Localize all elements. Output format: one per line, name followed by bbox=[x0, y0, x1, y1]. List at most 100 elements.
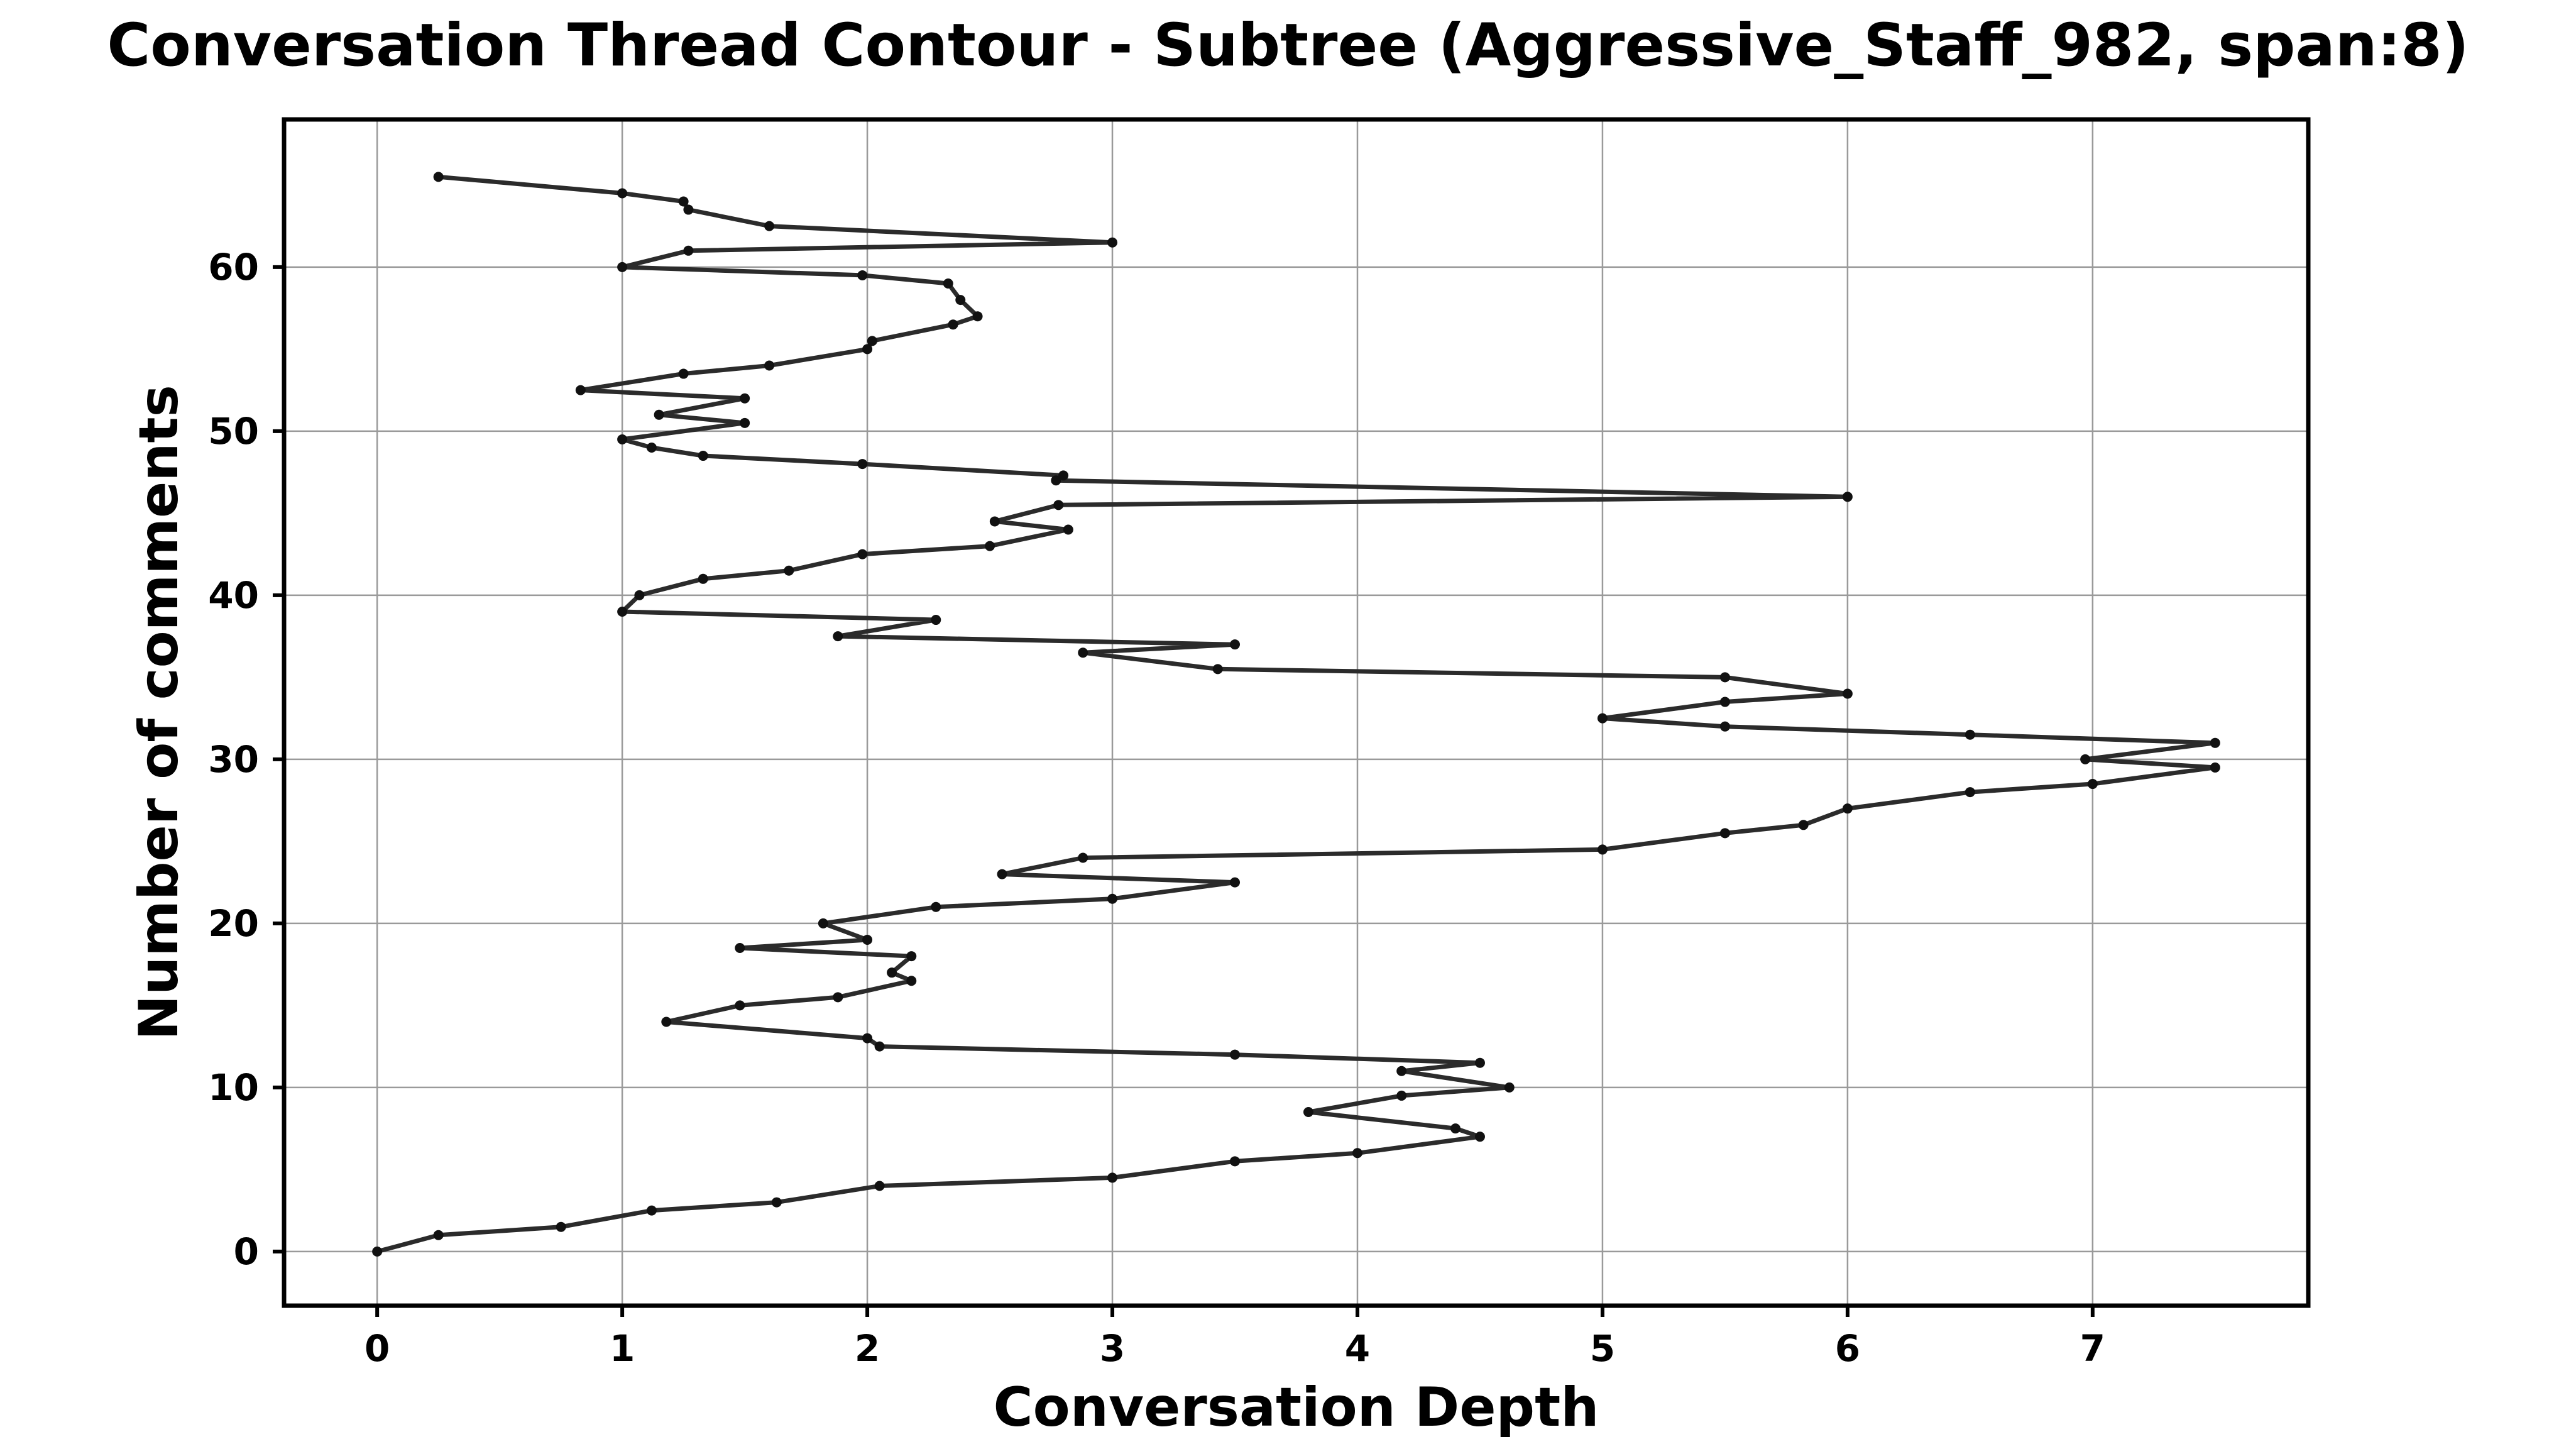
data-point bbox=[1396, 1090, 1407, 1101]
y-axis-ticks: 0 10 20 30 40 50 60 bbox=[208, 246, 284, 1273]
data-point bbox=[857, 549, 868, 559]
data-point bbox=[948, 319, 958, 330]
data-point bbox=[874, 1181, 885, 1191]
data-markers bbox=[372, 172, 2220, 1257]
data-point bbox=[735, 943, 745, 954]
series-line bbox=[375, 174, 2218, 1254]
data-point bbox=[874, 1041, 885, 1052]
x-tick-label: 7 bbox=[2080, 1327, 2105, 1370]
data-point bbox=[1965, 787, 1975, 798]
data-point bbox=[1058, 470, 1069, 481]
y-tick-label: 40 bbox=[208, 574, 259, 617]
data-point bbox=[634, 590, 645, 600]
data-point bbox=[1063, 524, 1073, 535]
data-point bbox=[1230, 639, 1241, 650]
data-point bbox=[1719, 828, 1730, 839]
data-point bbox=[857, 459, 868, 470]
data-point bbox=[989, 516, 1000, 527]
data-point bbox=[1303, 1107, 1313, 1118]
data-point bbox=[683, 204, 694, 215]
data-point bbox=[931, 901, 941, 912]
data-point bbox=[764, 221, 775, 231]
data-point bbox=[1396, 1066, 1407, 1076]
y-tick-label: 30 bbox=[208, 738, 259, 781]
data-point bbox=[735, 1000, 745, 1011]
data-point bbox=[678, 368, 689, 379]
y-tick-label: 0 bbox=[234, 1230, 259, 1273]
data-point bbox=[931, 615, 941, 625]
data-point bbox=[617, 606, 628, 617]
data-point bbox=[2087, 779, 2098, 790]
data-point bbox=[433, 1230, 444, 1240]
data-point bbox=[617, 262, 628, 272]
data-point bbox=[1719, 697, 1730, 707]
data-point bbox=[698, 573, 708, 584]
data-point bbox=[818, 918, 828, 928]
data-point bbox=[1504, 1082, 1515, 1093]
data-point bbox=[771, 1197, 782, 1208]
x-tick-label: 2 bbox=[855, 1327, 880, 1370]
data-point bbox=[1842, 688, 1853, 699]
data-point bbox=[646, 442, 657, 453]
x-tick-label: 6 bbox=[1835, 1327, 1860, 1370]
data-point bbox=[887, 967, 897, 978]
data-point bbox=[764, 360, 775, 371]
data-point bbox=[862, 1033, 873, 1044]
data-point bbox=[1798, 820, 1809, 830]
data-point bbox=[1597, 844, 1608, 855]
data-point bbox=[955, 295, 966, 306]
data-point bbox=[1842, 492, 1853, 502]
data-point bbox=[862, 344, 873, 355]
y-axis-label: Number of comments bbox=[128, 385, 190, 1040]
y-tick-label: 50 bbox=[208, 410, 259, 453]
grid-lines bbox=[284, 119, 2308, 1306]
data-point bbox=[862, 934, 873, 945]
x-axis-label: Conversation Depth bbox=[994, 1376, 1599, 1439]
data-point bbox=[617, 434, 628, 444]
data-point bbox=[784, 565, 794, 576]
x-tick-label: 1 bbox=[610, 1327, 635, 1370]
data-point bbox=[1107, 237, 1118, 248]
data-point bbox=[857, 270, 868, 280]
data-point bbox=[678, 196, 689, 207]
data-point bbox=[1352, 1148, 1362, 1159]
data-point bbox=[2210, 762, 2220, 773]
plot-frame bbox=[282, 117, 2311, 1308]
data-point bbox=[683, 245, 694, 256]
data-point bbox=[1230, 1156, 1241, 1167]
x-tick-label: 3 bbox=[1100, 1327, 1125, 1370]
data-point bbox=[575, 385, 586, 395]
chart-title: Conversation Thread Contour - Subtree (A… bbox=[107, 11, 2469, 80]
data-point bbox=[372, 1246, 383, 1257]
x-axis-ticks: 0 1 2 3 4 5 6 7 bbox=[364, 1306, 2105, 1370]
data-point bbox=[1078, 647, 1088, 658]
data-point bbox=[1719, 672, 1730, 683]
data-point bbox=[997, 869, 1007, 879]
data-point bbox=[833, 992, 843, 1003]
data-point bbox=[1078, 852, 1088, 863]
data-point bbox=[1230, 877, 1241, 888]
y-tick-label: 60 bbox=[208, 246, 259, 289]
x-tick-label: 0 bbox=[364, 1327, 390, 1370]
data-point bbox=[1719, 721, 1730, 732]
data-point bbox=[617, 188, 628, 199]
y-tick-label: 10 bbox=[208, 1066, 259, 1109]
data-point bbox=[1107, 893, 1118, 904]
data-point bbox=[985, 541, 995, 551]
data-point bbox=[1474, 1132, 1485, 1142]
data-point bbox=[1597, 713, 1608, 724]
data-point bbox=[1450, 1123, 1461, 1134]
x-tick-label: 5 bbox=[1590, 1327, 1615, 1370]
data-point bbox=[943, 278, 953, 289]
data-point bbox=[833, 631, 843, 642]
x-tick-label: 4 bbox=[1345, 1327, 1370, 1370]
data-point bbox=[654, 409, 664, 420]
data-point bbox=[698, 451, 708, 461]
data-point bbox=[906, 976, 917, 986]
data-point bbox=[646, 1205, 657, 1216]
data-point bbox=[1051, 475, 1061, 486]
data-point bbox=[1230, 1049, 1241, 1060]
data-point bbox=[2210, 737, 2220, 748]
data-point bbox=[972, 311, 983, 322]
data-point bbox=[740, 393, 750, 404]
